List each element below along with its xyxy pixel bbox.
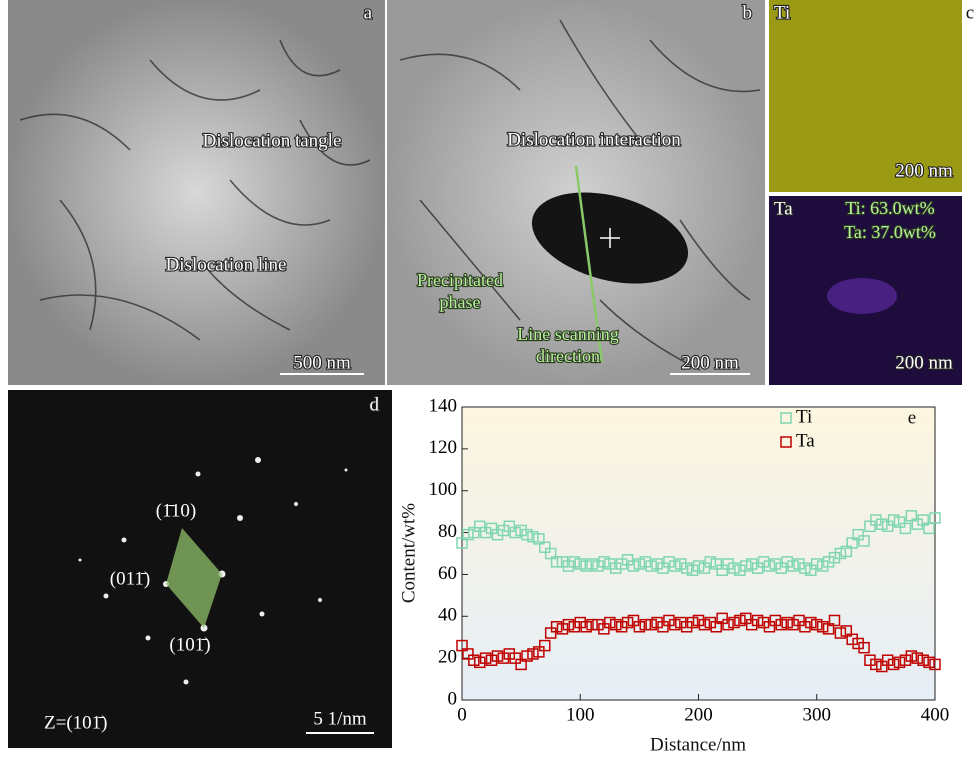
scale-label: 500 nm [293, 352, 351, 373]
y-tick-label: 100 [429, 479, 458, 500]
annotation: phase [440, 292, 481, 312]
chart: e Distance/nm Content/wt% 0 20 40 60 80 100 12… [398, 395, 949, 755]
annotation: Dislocation interaction [507, 129, 681, 150]
element-label: Ti [774, 2, 790, 23]
panel-label: e [908, 407, 916, 428]
panel-c: c Ti 200 nm Ta Ti: 63.0wt% Ta: 37.0wt% 2… [769, 0, 974, 385]
legend-label: Ti [796, 406, 812, 427]
y-tick-label: 40 [438, 605, 457, 626]
y-tick-label: 20 [438, 647, 457, 668]
scale-label: 200 nm [681, 352, 739, 373]
y-tick-label: 0 [448, 688, 458, 709]
scale-label: 200 nm [895, 352, 953, 373]
annotation: Precipitated [417, 270, 503, 290]
page: {"panels":{ "a":{"label":"a","tangle":"D… [0, 0, 980, 759]
y-axis-label: Content/wt% [398, 503, 419, 603]
figure: a Dislocation tangle Dislocation line 50… [0, 0, 980, 759]
spot-label: (1̄10) [156, 500, 196, 521]
panel-label: c [966, 2, 974, 23]
y-tick-label: 120 [429, 437, 458, 458]
x-tick-label: 400 [921, 704, 950, 725]
panel-a: a Dislocation tangle Dislocation line 50… [8, 0, 385, 385]
spot-label: (011̄) [110, 568, 150, 589]
x-tick-label: 300 [803, 704, 832, 725]
y-tick-label: 60 [438, 563, 457, 584]
legend-label: Ta [796, 430, 815, 451]
panel-b: b Dislocation interaction Precipitated p… [387, 0, 765, 385]
x-tick-label: 100 [566, 704, 595, 725]
scale-label: 5 1/nm [313, 708, 367, 729]
spot-label: (101̄) [169, 634, 210, 655]
panel-d: d (1̄10) (011̄) (101̄) Z=(101̄) 5 1/nm [8, 390, 392, 748]
y-tick-label: 140 [429, 395, 458, 416]
y-tick-label: 80 [438, 521, 457, 542]
x-axis-label: Distance/nm [650, 734, 746, 755]
panel-label: b [743, 2, 753, 23]
ta-rich [827, 278, 897, 314]
annotation: Line scanning [517, 324, 618, 344]
x-tick-label: 200 [684, 704, 713, 725]
x-tick-label: 0 [457, 704, 467, 725]
content-label: Ti: 63.0wt% [845, 198, 934, 218]
plot-area [462, 407, 935, 700]
panel-label: d [370, 394, 380, 415]
annotation: Dislocation tangle [203, 130, 342, 151]
annotation: Dislocation line [166, 254, 287, 275]
element-label: Ta [774, 198, 793, 219]
panel-label: a [364, 2, 373, 23]
scale-label: 200 nm [895, 160, 953, 181]
micrograph [8, 0, 385, 385]
content-label: Ta: 37.0wt% [844, 222, 936, 242]
annotation: direction [536, 346, 600, 366]
zone-axis: Z=(101̄) [44, 712, 107, 733]
